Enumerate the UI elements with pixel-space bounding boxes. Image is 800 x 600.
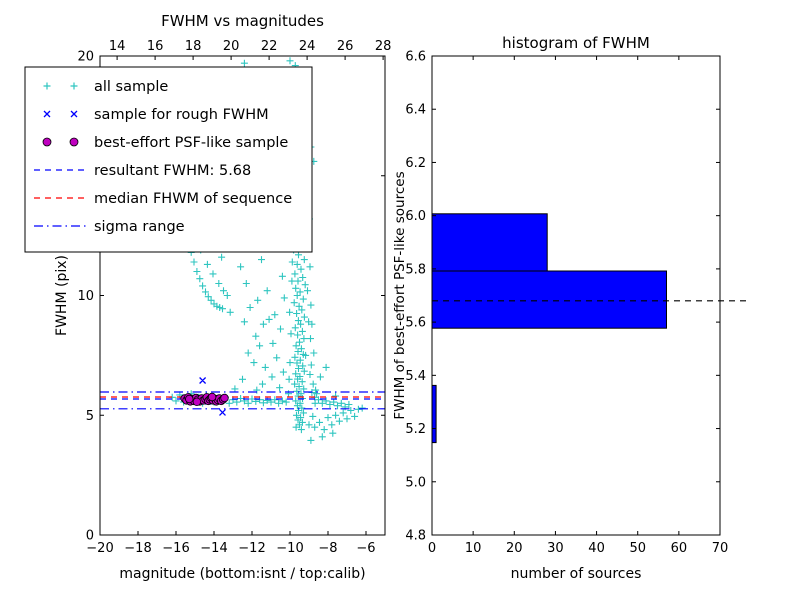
x-tick-label: −12: [238, 541, 265, 556]
y-tick-label: 0: [86, 529, 94, 544]
y-tick-label: 20: [77, 50, 94, 65]
x-tick-label: 40: [588, 541, 605, 556]
top-x-tick-label: 18: [185, 39, 202, 54]
y-tick-label: 6.4: [405, 103, 426, 118]
y-tick-label: 5.6: [405, 316, 426, 331]
x-tick-label: 0: [428, 541, 436, 556]
x-tick-label: −8: [318, 541, 337, 556]
histogram-bar: [431, 384, 437, 444]
y-tick-label: 4.8: [405, 529, 426, 544]
psf-sample-point: [185, 394, 194, 404]
histogram-bar: [431, 270, 667, 329]
left-ylabel: FWHM (pix): [54, 255, 70, 336]
y-tick-label: 10: [77, 289, 94, 304]
psf-sample-point: [192, 397, 202, 406]
y-tick-label: 5.4: [405, 369, 426, 384]
y-tick-label: 5.0: [405, 475, 426, 490]
legend-entry-label: all sample: [94, 79, 168, 95]
legend-entry-label: sigma range: [94, 219, 185, 235]
y-tick-label: 5: [86, 409, 94, 424]
x-tick-label: 60: [671, 541, 688, 556]
x-tick-label: 30: [547, 541, 564, 556]
top-x-tick-label: 14: [109, 39, 126, 54]
x-tick-label: −16: [162, 541, 189, 556]
x-tick-label: −14: [200, 541, 227, 556]
x-tick-label: −6: [356, 541, 375, 556]
right-axes-frame: [431, 55, 721, 536]
psf-sample-point: [207, 392, 217, 402]
legend-entry-label: sample for rough FWHM: [94, 107, 269, 123]
x-tick-label: −20: [86, 541, 113, 556]
x-tick-label: 50: [629, 541, 646, 556]
y-tick-label: 6.2: [405, 156, 426, 171]
legend-x-marker-icon: [43, 110, 51, 118]
y-tick-label: 6.6: [405, 50, 426, 65]
legend-circle-marker-icon: [69, 137, 79, 147]
legend-plus-marker-icon: [70, 82, 78, 90]
y-tick-label: 6.0: [405, 209, 426, 224]
right-plot: 0 10 20 30 40 50 60 70 4.8 5.0 5.2 5.4 5.6 5.8 6.0 6.2 6…: [392, 34, 746, 582]
top-x-tick-label: 26: [337, 39, 354, 54]
legend-entry-label: median FHWM of sequence: [94, 191, 292, 207]
left-plot-title: FWHM vs magnitudes: [161, 12, 324, 30]
legend-plus-marker-icon: [43, 82, 51, 90]
x-tick-label: −18: [124, 541, 151, 556]
y-tick-label: 5.2: [405, 422, 426, 437]
histogram-bar: [431, 213, 548, 272]
legend-circle-marker-icon: [42, 137, 52, 147]
top-x-tick-label: 20: [223, 39, 240, 54]
legend-x-marker-icon: [70, 110, 78, 118]
scatter-psf-like-sample: [180, 392, 229, 406]
x-tick-label: 20: [506, 541, 523, 556]
legend: all sample sample for rough FWHM best-effo…: [24, 66, 313, 253]
top-x-tick-label: 16: [147, 39, 164, 54]
legend-box: [24, 66, 313, 253]
right-ylabel: FWHM of best-effort PSF-like sources: [392, 171, 408, 419]
top-x-tick-label: 22: [261, 39, 278, 54]
y-tick-label: 5.8: [405, 262, 426, 277]
legend-entry-label: best-effort PSF-like sample: [94, 135, 288, 151]
x-tick-label: −10: [276, 541, 303, 556]
top-x-tick-label: 24: [299, 39, 316, 54]
top-x-tick-label: 28: [375, 39, 392, 54]
legend-entry-label: resultant FWHM: 5.68: [94, 163, 251, 179]
x-tick-label: 70: [712, 541, 729, 556]
right-xlabel: number of sources: [511, 566, 642, 582]
left-xlabel: magnitude (bottom:isnt / top:calib): [119, 566, 365, 582]
x-tick-label: 10: [465, 541, 482, 556]
right-plot-title: histogram of FWHM: [502, 34, 650, 52]
psf-sample-point: [220, 393, 229, 403]
